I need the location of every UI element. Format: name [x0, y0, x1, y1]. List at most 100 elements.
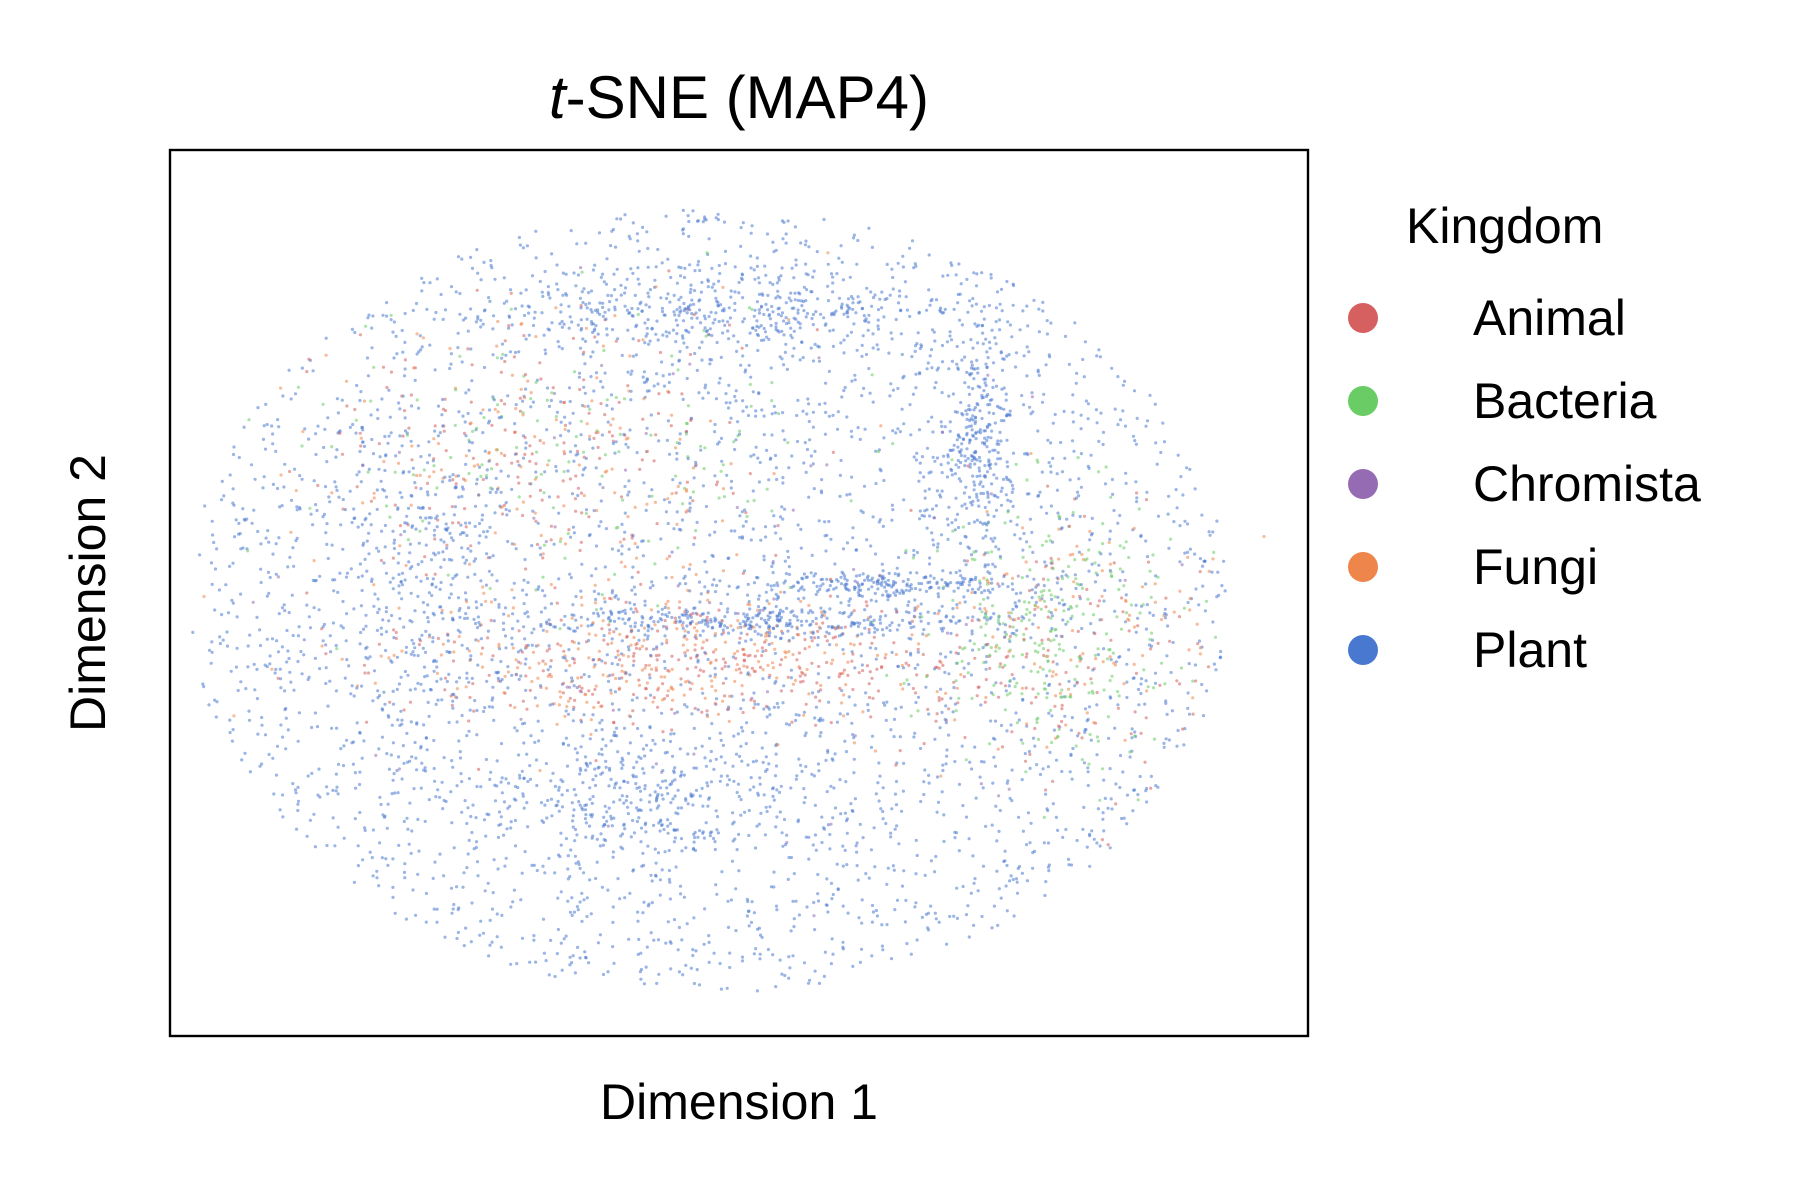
point-plant [702, 314, 707, 318]
point-fungi [944, 691, 948, 696]
point-plant [907, 611, 911, 615]
point-animal [1060, 707, 1064, 711]
point-animal [1120, 596, 1124, 600]
point-plant [752, 952, 756, 956]
point-plant [225, 644, 230, 648]
point-plant [725, 783, 730, 787]
point-plant [600, 885, 605, 889]
point-animal [790, 720, 794, 724]
point-plant [333, 844, 337, 848]
point-plant [1220, 584, 1224, 588]
point-plant [564, 272, 568, 276]
point-plant [512, 596, 516, 600]
point-fungi [1088, 529, 1092, 534]
point-bacteria [1037, 643, 1041, 647]
point-fungi [529, 391, 533, 395]
point-plant [1102, 599, 1106, 603]
point-plant [585, 317, 589, 321]
point-plant [724, 401, 728, 405]
point-plant [1011, 283, 1016, 288]
point-plant [746, 899, 750, 904]
point-plant [1201, 564, 1205, 568]
point-plant [231, 728, 235, 732]
point-plant [779, 615, 784, 620]
point-plant [1145, 555, 1150, 559]
point-bacteria [406, 538, 410, 542]
point-plant [794, 899, 798, 903]
point-plant [764, 590, 768, 594]
point-plant [839, 244, 843, 248]
point-plant [368, 850, 372, 854]
point-plant [1007, 684, 1011, 688]
point-animal [523, 435, 527, 440]
point-plant [630, 588, 634, 592]
point-plant [902, 498, 906, 502]
point-plant [363, 828, 367, 833]
point-fungi [1051, 670, 1055, 674]
point-plant [916, 663, 920, 667]
point-fungi [1029, 451, 1033, 456]
point-plant [397, 584, 401, 588]
point-plant [991, 562, 995, 566]
point-plant [1131, 434, 1136, 438]
point-plant [1028, 841, 1032, 845]
point-plant [1083, 730, 1087, 735]
point-plant [1101, 430, 1106, 434]
point-plant [934, 504, 939, 508]
point-plant [494, 490, 498, 494]
point-plant [840, 306, 844, 310]
point-plant [1139, 691, 1143, 696]
point-plant [605, 257, 609, 261]
point-plant [800, 576, 804, 580]
point-plant [1004, 392, 1008, 396]
point-plant [803, 441, 807, 445]
point-plant [969, 417, 973, 421]
point-animal [1198, 570, 1202, 574]
point-plant [766, 705, 770, 709]
point-fungi [432, 470, 436, 474]
point-plant [763, 606, 767, 610]
point-plant [547, 495, 552, 499]
point-plant [326, 416, 330, 420]
point-plant [619, 834, 623, 838]
point-plant [419, 786, 423, 790]
point-plant [759, 338, 764, 342]
point-plant [500, 791, 504, 795]
point-bacteria [1049, 708, 1053, 713]
point-plant [648, 339, 652, 343]
point-plant [953, 472, 958, 476]
point-plant [436, 788, 440, 792]
point-plant [762, 312, 766, 317]
point-plant [773, 524, 777, 528]
point-plant [417, 406, 421, 410]
point-plant [946, 273, 950, 277]
point-plant [970, 363, 974, 367]
point-plant [593, 263, 597, 267]
point-plant [467, 449, 471, 453]
point-plant [981, 864, 986, 868]
point-plant [767, 642, 771, 647]
point-fungi [1010, 576, 1015, 581]
point-fungi [671, 698, 675, 702]
point-plant [431, 577, 435, 581]
point-plant [974, 430, 978, 435]
point-plant [713, 289, 717, 293]
point-bacteria [984, 613, 988, 617]
point-plant [980, 416, 984, 421]
point-plant [974, 796, 978, 800]
point-plant [1010, 335, 1014, 339]
point-plant [991, 781, 995, 785]
point-plant [695, 653, 699, 658]
point-plant [787, 565, 792, 569]
point-animal [851, 652, 855, 656]
point-plant [324, 643, 328, 647]
point-plant [531, 400, 536, 404]
point-fungi [787, 318, 791, 322]
point-plant [955, 512, 960, 517]
point-fungi [984, 695, 988, 700]
point-plant [970, 458, 974, 463]
point-plant [858, 437, 862, 441]
point-fungi [688, 563, 692, 567]
point-bacteria [1041, 667, 1045, 671]
point-plant [249, 463, 254, 467]
